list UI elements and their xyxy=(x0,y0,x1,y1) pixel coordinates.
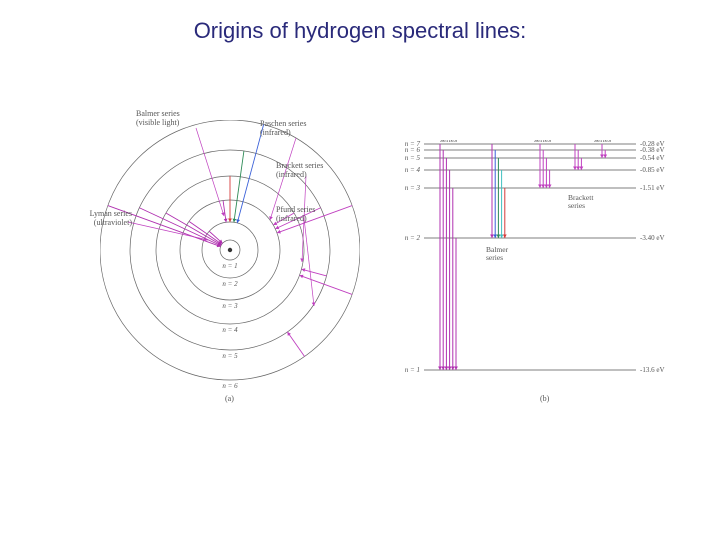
figure-b-energy: n = 7-0.28 eVn = 6-0.38 eVn = 5-0.54 eVn… xyxy=(400,140,690,410)
svg-text:n = 2: n = 2 xyxy=(222,280,238,288)
label-brackett: Brackett series (infrared) xyxy=(276,162,356,180)
caption-b: (b) xyxy=(540,395,549,404)
svg-text:n = 1: n = 1 xyxy=(405,366,420,374)
svg-text:-3.40 eV: -3.40 eV xyxy=(640,234,665,242)
svg-text:series: series xyxy=(440,140,457,144)
svg-text:n = 6: n = 6 xyxy=(222,382,238,390)
page-title: Origins of hydrogen spectral lines: xyxy=(0,18,720,44)
svg-text:n = 6: n = 6 xyxy=(405,146,421,154)
svg-text:series: series xyxy=(534,140,551,144)
svg-text:series: series xyxy=(486,253,503,262)
label-paschen: Paschen series (infrared) xyxy=(260,120,340,138)
svg-text:n = 3: n = 3 xyxy=(222,302,238,310)
label-balmer: Balmer series (visible light) xyxy=(136,110,206,128)
svg-text:n = 5: n = 5 xyxy=(222,352,238,360)
energy-svg: n = 7-0.28 eVn = 6-0.38 eVn = 5-0.54 eVn… xyxy=(400,140,690,390)
svg-text:series: series xyxy=(594,140,611,144)
svg-text:-0.85 eV: -0.85 eV xyxy=(640,166,665,174)
svg-text:-13.6 eV: -13.6 eV xyxy=(640,366,665,374)
svg-text:series: series xyxy=(568,201,585,210)
svg-text:n = 1: n = 1 xyxy=(222,262,237,270)
svg-text:n = 5: n = 5 xyxy=(405,154,421,162)
svg-text:-0.38 eV: -0.38 eV xyxy=(640,146,665,154)
figure-a-orbital: n = 1n = 2n = 3n = 4n = 5n = 6 Lyman ser… xyxy=(100,120,360,420)
svg-text:n = 3: n = 3 xyxy=(405,184,421,192)
svg-text:n = 2: n = 2 xyxy=(405,234,421,242)
label-pfund: Pfund series (infrared) xyxy=(276,206,356,224)
svg-text:n = 4: n = 4 xyxy=(405,166,421,174)
svg-text:-1.51 eV: -1.51 eV xyxy=(640,184,665,192)
label-lyman: Lyman series (ultraviolet) xyxy=(72,210,132,228)
caption-a: (a) xyxy=(225,395,234,404)
svg-text:-0.54 eV: -0.54 eV xyxy=(640,154,665,162)
svg-text:n = 4: n = 4 xyxy=(222,326,238,334)
